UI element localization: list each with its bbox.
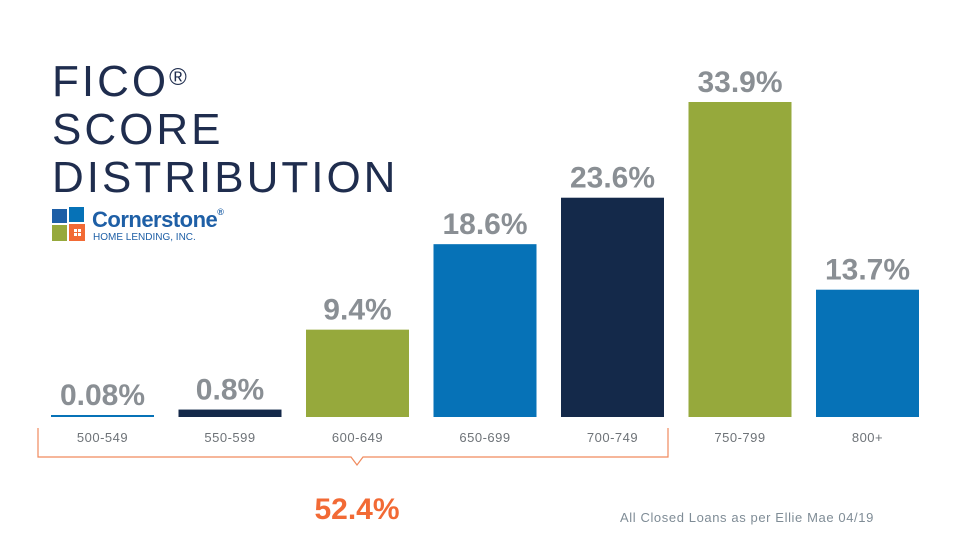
logo-name: Cornerstone® bbox=[92, 207, 224, 232]
data-label: 23.6% bbox=[570, 162, 655, 195]
bar-500-549 bbox=[51, 415, 154, 417]
x-tick-label: 800+ bbox=[852, 430, 883, 445]
data-label: 0.8% bbox=[196, 374, 264, 407]
logo-subtitle: HOME LENDING, INC. bbox=[93, 232, 196, 243]
x-tick-label: 650-699 bbox=[459, 430, 510, 445]
source-note: All Closed Loans as per Ellie Mae 04/19 bbox=[620, 510, 874, 525]
x-tick-label: 550-599 bbox=[204, 430, 255, 445]
bar-750-799 bbox=[688, 102, 792, 417]
x-tick-label: 700-749 bbox=[587, 430, 638, 445]
bar-600-649 bbox=[306, 329, 409, 417]
bar-800+ bbox=[816, 289, 919, 417]
x-tick-label: 750-799 bbox=[714, 430, 765, 445]
x-tick-label: 500-549 bbox=[77, 430, 128, 445]
house-logo-icon bbox=[52, 207, 85, 241]
bar-550-599 bbox=[178, 409, 282, 417]
registered-mark: ® bbox=[169, 64, 187, 91]
bar-650-699 bbox=[433, 244, 537, 417]
x-tick-label: 600-649 bbox=[332, 430, 383, 445]
data-label: 0.08% bbox=[60, 379, 145, 412]
bracket-line bbox=[37, 428, 669, 466]
data-label: 13.7% bbox=[825, 254, 910, 287]
data-label: 33.9% bbox=[697, 66, 782, 99]
cornerstone-logo: Cornerstone® HOME LENDING, INC. bbox=[52, 207, 252, 247]
data-label: 18.6% bbox=[442, 208, 527, 241]
chart-title: FICO® SCORE DISTRIBUTION bbox=[52, 58, 398, 202]
bracket-total-label: 52.4% bbox=[314, 493, 399, 526]
title-line-1: FICO® bbox=[52, 57, 187, 106]
title-line-2: SCORE bbox=[52, 105, 224, 154]
title-line-3: DISTRIBUTION bbox=[52, 153, 399, 202]
bar-700-749 bbox=[561, 197, 664, 417]
data-label: 9.4% bbox=[323, 294, 391, 327]
